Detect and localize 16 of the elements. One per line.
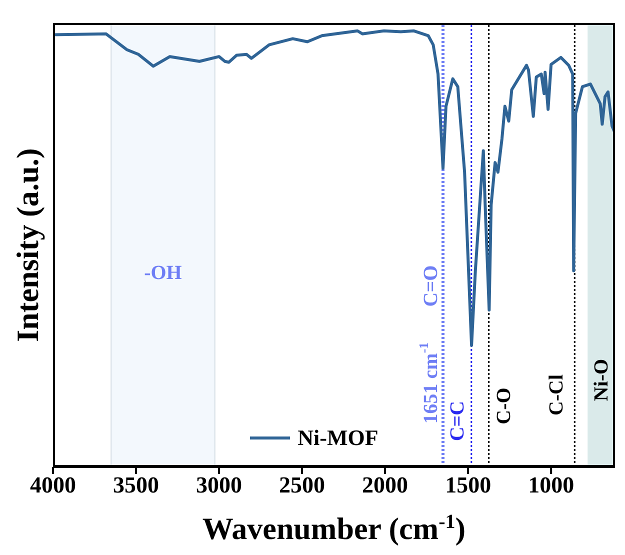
x-tick-label: 3500: [113, 472, 160, 498]
x-tick-label: 2500: [279, 472, 326, 498]
x-tick-label: 4000: [30, 472, 76, 498]
y-axis-title: Intensity (a.u.): [10, 148, 45, 342]
legend-label: Ni-MOF: [298, 425, 378, 451]
band-label: -OH: [144, 262, 182, 284]
x-tick-label: 2000: [362, 472, 408, 498]
ref-line-label: C=O: [420, 265, 442, 307]
ref-line-label: C-O: [492, 388, 515, 424]
x-tick-label: 3000: [196, 472, 242, 498]
ref-line-label: C=C: [446, 400, 468, 442]
x-tick-label: 1000: [528, 472, 574, 498]
ref-line-label: C-Cl: [546, 374, 568, 416]
x-axis-title: Wavenumber (cm$^{-1}$): [202, 511, 466, 546]
x-tick-label: 1500: [445, 472, 492, 498]
band-label: Ni-O: [590, 358, 612, 402]
